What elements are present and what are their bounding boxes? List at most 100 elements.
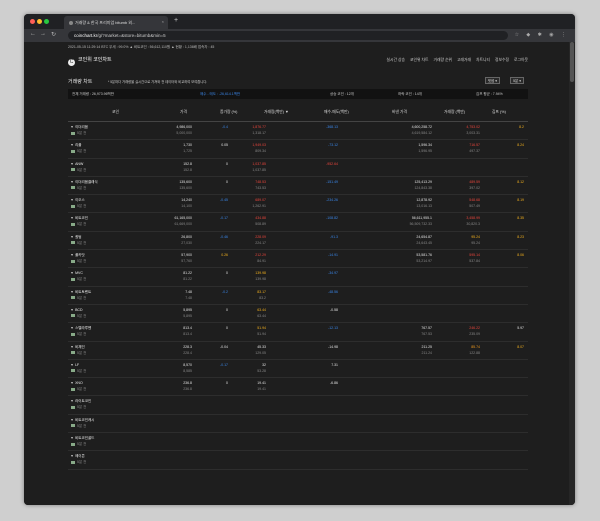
- table-row[interactable]: ♥ 스텔라루멘 5분 전 813.4 813.4 0 51.94 51.94 -12.13 767…: [68, 323, 528, 342]
- coin-name[interactable]: ♥ 비트코인: [71, 216, 88, 221]
- favorite-heart-icon[interactable]: ♥: [71, 179, 74, 184]
- col-volume[interactable]: 거래량(백만) ▼: [264, 110, 289, 114]
- coin-name[interactable]: ♥ 라이트코인: [71, 399, 91, 404]
- favorite-heart-icon[interactable]: ♥: [71, 253, 74, 258]
- table-row[interactable]: ♥ 이오스 5분 전 14,240 14,100 -0.45 689.07 1,262.91 -…: [68, 195, 528, 214]
- minimize-window-button[interactable]: [37, 19, 42, 24]
- exchange-select[interactable]: 빗썸 ▾: [484, 77, 500, 84]
- close-window-button[interactable]: [30, 19, 35, 24]
- favorite-heart-icon[interactable]: ♥: [71, 399, 74, 404]
- maximize-window-button[interactable]: [44, 19, 49, 24]
- interval-select[interactable]: 5분 ▾: [510, 77, 524, 84]
- coin-name[interactable]: ♥ BCD: [71, 308, 82, 312]
- table-row[interactable]: ♥ 비트토렌트 5분 전 7.48 7.48 -0.2 83.17 83.2 -48.56: [68, 287, 528, 305]
- col-binance-volume[interactable]: 거래량 (백만): [444, 110, 466, 114]
- coin-name[interactable]: ♥ 이더리움: [71, 125, 88, 130]
- table-row[interactable]: ♥ 라이트코인 5분 전: [68, 396, 528, 415]
- menu-item-community[interactable]: 차트니티: [476, 58, 491, 62]
- reload-icon[interactable]: ↻: [51, 32, 57, 38]
- menu-item-logout[interactable]: 로그아웃: [514, 58, 528, 62]
- site-logo[interactable]: C 코인위 코인차트: [68, 56, 112, 66]
- favorite-heart-icon[interactable]: ♥: [71, 143, 74, 148]
- col-price[interactable]: 가격: [180, 110, 187, 114]
- favorite-heart-icon[interactable]: ♥: [71, 362, 74, 367]
- table-row[interactable]: ♥ 비트코인골드 5분 전: [68, 433, 528, 452]
- favorite-heart-icon[interactable]: ♥: [71, 381, 74, 386]
- favorite-heart-icon[interactable]: ♥: [71, 234, 74, 239]
- coin-name[interactable]: ♥ 비체인: [71, 345, 85, 350]
- coin-name[interactable]: ♥ 비트코인캐시: [71, 418, 94, 423]
- url-domain: coinchart.kr: [74, 33, 98, 38]
- coin-name[interactable]: ♥ 퀀텀: [71, 235, 82, 240]
- volume-table: 코인 가격 증가량 (%) 거래량(백만) ▼ 매수-매도(백만) 바낸 가격 …: [68, 102, 528, 470]
- favorite-heart-icon[interactable]: ♥: [71, 417, 74, 422]
- table-row[interactable]: ♥ 이더리움 5분 전 4,986,000 5,000,000 -0.4 1,876.77 1…: [68, 122, 528, 141]
- col-increase[interactable]: 증가량 (%): [220, 110, 238, 114]
- table-row[interactable]: ♥ 이더리움클래식 5분 전 135,600 135,600 0 748.53 743.53 -…: [68, 177, 528, 196]
- table-row[interactable]: ♥ 비트코인캐시 5분 전: [68, 415, 528, 434]
- coin-name[interactable]: ♥ 비트코인골드: [71, 436, 94, 441]
- favorite-heart-icon[interactable]: ♥: [71, 161, 74, 166]
- favorite-heart-icon[interactable]: ♥: [71, 216, 74, 221]
- table-row[interactable]: ♥ 비체인 5분 전 228.3 228.4 -0.04 45.33 129.05 -14.98…: [68, 342, 528, 360]
- favorite-heart-icon[interactable]: ♥: [71, 326, 74, 331]
- coin-name[interactable]: ♥ 이더리움클래식: [71, 180, 98, 185]
- col-coin[interactable]: 코인: [112, 110, 119, 114]
- browser-tab[interactable]: 거래량 & 한국 프리미엄 bitumb 외... ×: [64, 16, 168, 29]
- table-row[interactable]: ♥ ANW 5분 전 152.8 152.8 0 1,037.85 1,037.85 -952.…: [68, 159, 528, 177]
- col-binance-price[interactable]: 바낸 가격: [392, 110, 408, 114]
- coin-name[interactable]: ♥ 스텔라루멘: [71, 326, 91, 331]
- table-row[interactable]: ♥ 퀀텀 5분 전 26,800 27,030 -0.46 228.09 224.17 -91.…: [68, 232, 528, 251]
- coin-name[interactable]: ♥ LF: [71, 363, 79, 367]
- table-row[interactable]: ♥ 리플 5분 전 1,730 1,725 0.05 1,949.03 809.34 -73.1…: [68, 140, 528, 159]
- favorite-heart-icon[interactable]: ♥: [71, 125, 74, 129]
- new-tab-button[interactable]: +: [174, 17, 179, 24]
- coin-name[interactable]: ♥ 이오스: [71, 198, 85, 203]
- menu-item-edit-info[interactable]: 정보수정: [495, 58, 510, 62]
- coin-name[interactable]: ♥ 리플: [71, 143, 82, 148]
- coin-name[interactable]: ♥ 에이콘: [71, 454, 85, 459]
- cell-bin2: 53,214.97: [416, 259, 432, 264]
- coin-name[interactable]: ♥ XNO: [71, 381, 83, 385]
- cell-kimp: 8.12: [517, 179, 524, 184]
- coin-time-text: 5분 전: [77, 131, 87, 135]
- coin-time-text: 5분 전: [77, 259, 87, 264]
- favorite-heart-icon[interactable]: ♥: [71, 198, 74, 203]
- exchange-icon: [71, 314, 75, 318]
- scrollbar[interactable]: [569, 42, 575, 505]
- cell-inc: 0: [226, 381, 228, 386]
- cell-vol: 228.09: [255, 234, 266, 239]
- extension-icons[interactable]: ☆ ◆ ✱ ◉ ⋮: [514, 32, 569, 38]
- menu-item-coinwi-chart[interactable]: 코인위 차트: [410, 58, 429, 62]
- table-row[interactable]: ♥ MVC 5분 전 81.22 81.22 0 139.98 139.98 -34.97: [68, 268, 528, 287]
- back-icon[interactable]: ←: [30, 31, 36, 37]
- favorite-heart-icon[interactable]: ♥: [71, 436, 74, 441]
- favorite-heart-icon[interactable]: ♥: [71, 454, 74, 459]
- table-row[interactable]: ♥ BCD 5분 전 5,895 5,895 0 63.44 63.44 -0.58: [68, 305, 528, 324]
- coin-name[interactable]: ♥ 비트토렌트: [71, 290, 91, 295]
- table-row[interactable]: ♥ XNO 5분 전 236.8 236.8 0 19.41 19.41 -6.86: [68, 378, 528, 397]
- col-buy-sell[interactable]: 매수-매도(백만): [324, 110, 349, 114]
- table-row[interactable]: ♥ LF 5분 전 8,570 8,585 -0.17 32 53.28 7.31: [68, 360, 528, 379]
- coin-name[interactable]: ♥ MVC: [71, 271, 83, 275]
- coin-name-text: 폴카닷: [75, 253, 85, 258]
- url-input[interactable]: coinchart.kr/g/?market=&store=bitumb&min…: [68, 31, 508, 40]
- forward-icon[interactable]: →: [40, 31, 46, 37]
- table-row[interactable]: ♥ 비트코인 5분 전 61,165,000 61,669,000 -0.17 434.88…: [68, 213, 528, 232]
- menu-item-whale-trade[interactable]: 고래거래: [457, 58, 472, 62]
- table-row[interactable]: ♥ 에이콘 5분 전: [68, 451, 528, 470]
- coin-name[interactable]: ♥ ANW: [71, 162, 83, 166]
- menu-item-realtime-rise[interactable]: 실시간 상승: [386, 58, 405, 62]
- coin-name[interactable]: ♥ 폴카닷: [71, 253, 85, 258]
- cell-bvol2: 30,820.3: [466, 222, 480, 227]
- scrollbar-thumb[interactable]: [570, 42, 574, 82]
- favorite-heart-icon[interactable]: ♥: [71, 271, 74, 276]
- close-tab-icon[interactable]: ×: [161, 19, 164, 24]
- page-content: 2021-05-15 11:29:14 BTC 우세 : 99.0% ▲ 비트코…: [24, 42, 575, 505]
- menu-item-volume-rank[interactable]: 거래량 순위: [433, 58, 453, 62]
- favorite-heart-icon[interactable]: ♥: [71, 344, 74, 349]
- favorite-heart-icon[interactable]: ♥: [71, 289, 74, 294]
- favorite-heart-icon[interactable]: ♥: [71, 307, 74, 312]
- table-row[interactable]: ♥ 폴카닷 5분 전 57,900 57,760 0.26 212.29 84.91 -14.9…: [68, 250, 528, 269]
- col-kimp[interactable]: 김프 (%): [492, 110, 506, 114]
